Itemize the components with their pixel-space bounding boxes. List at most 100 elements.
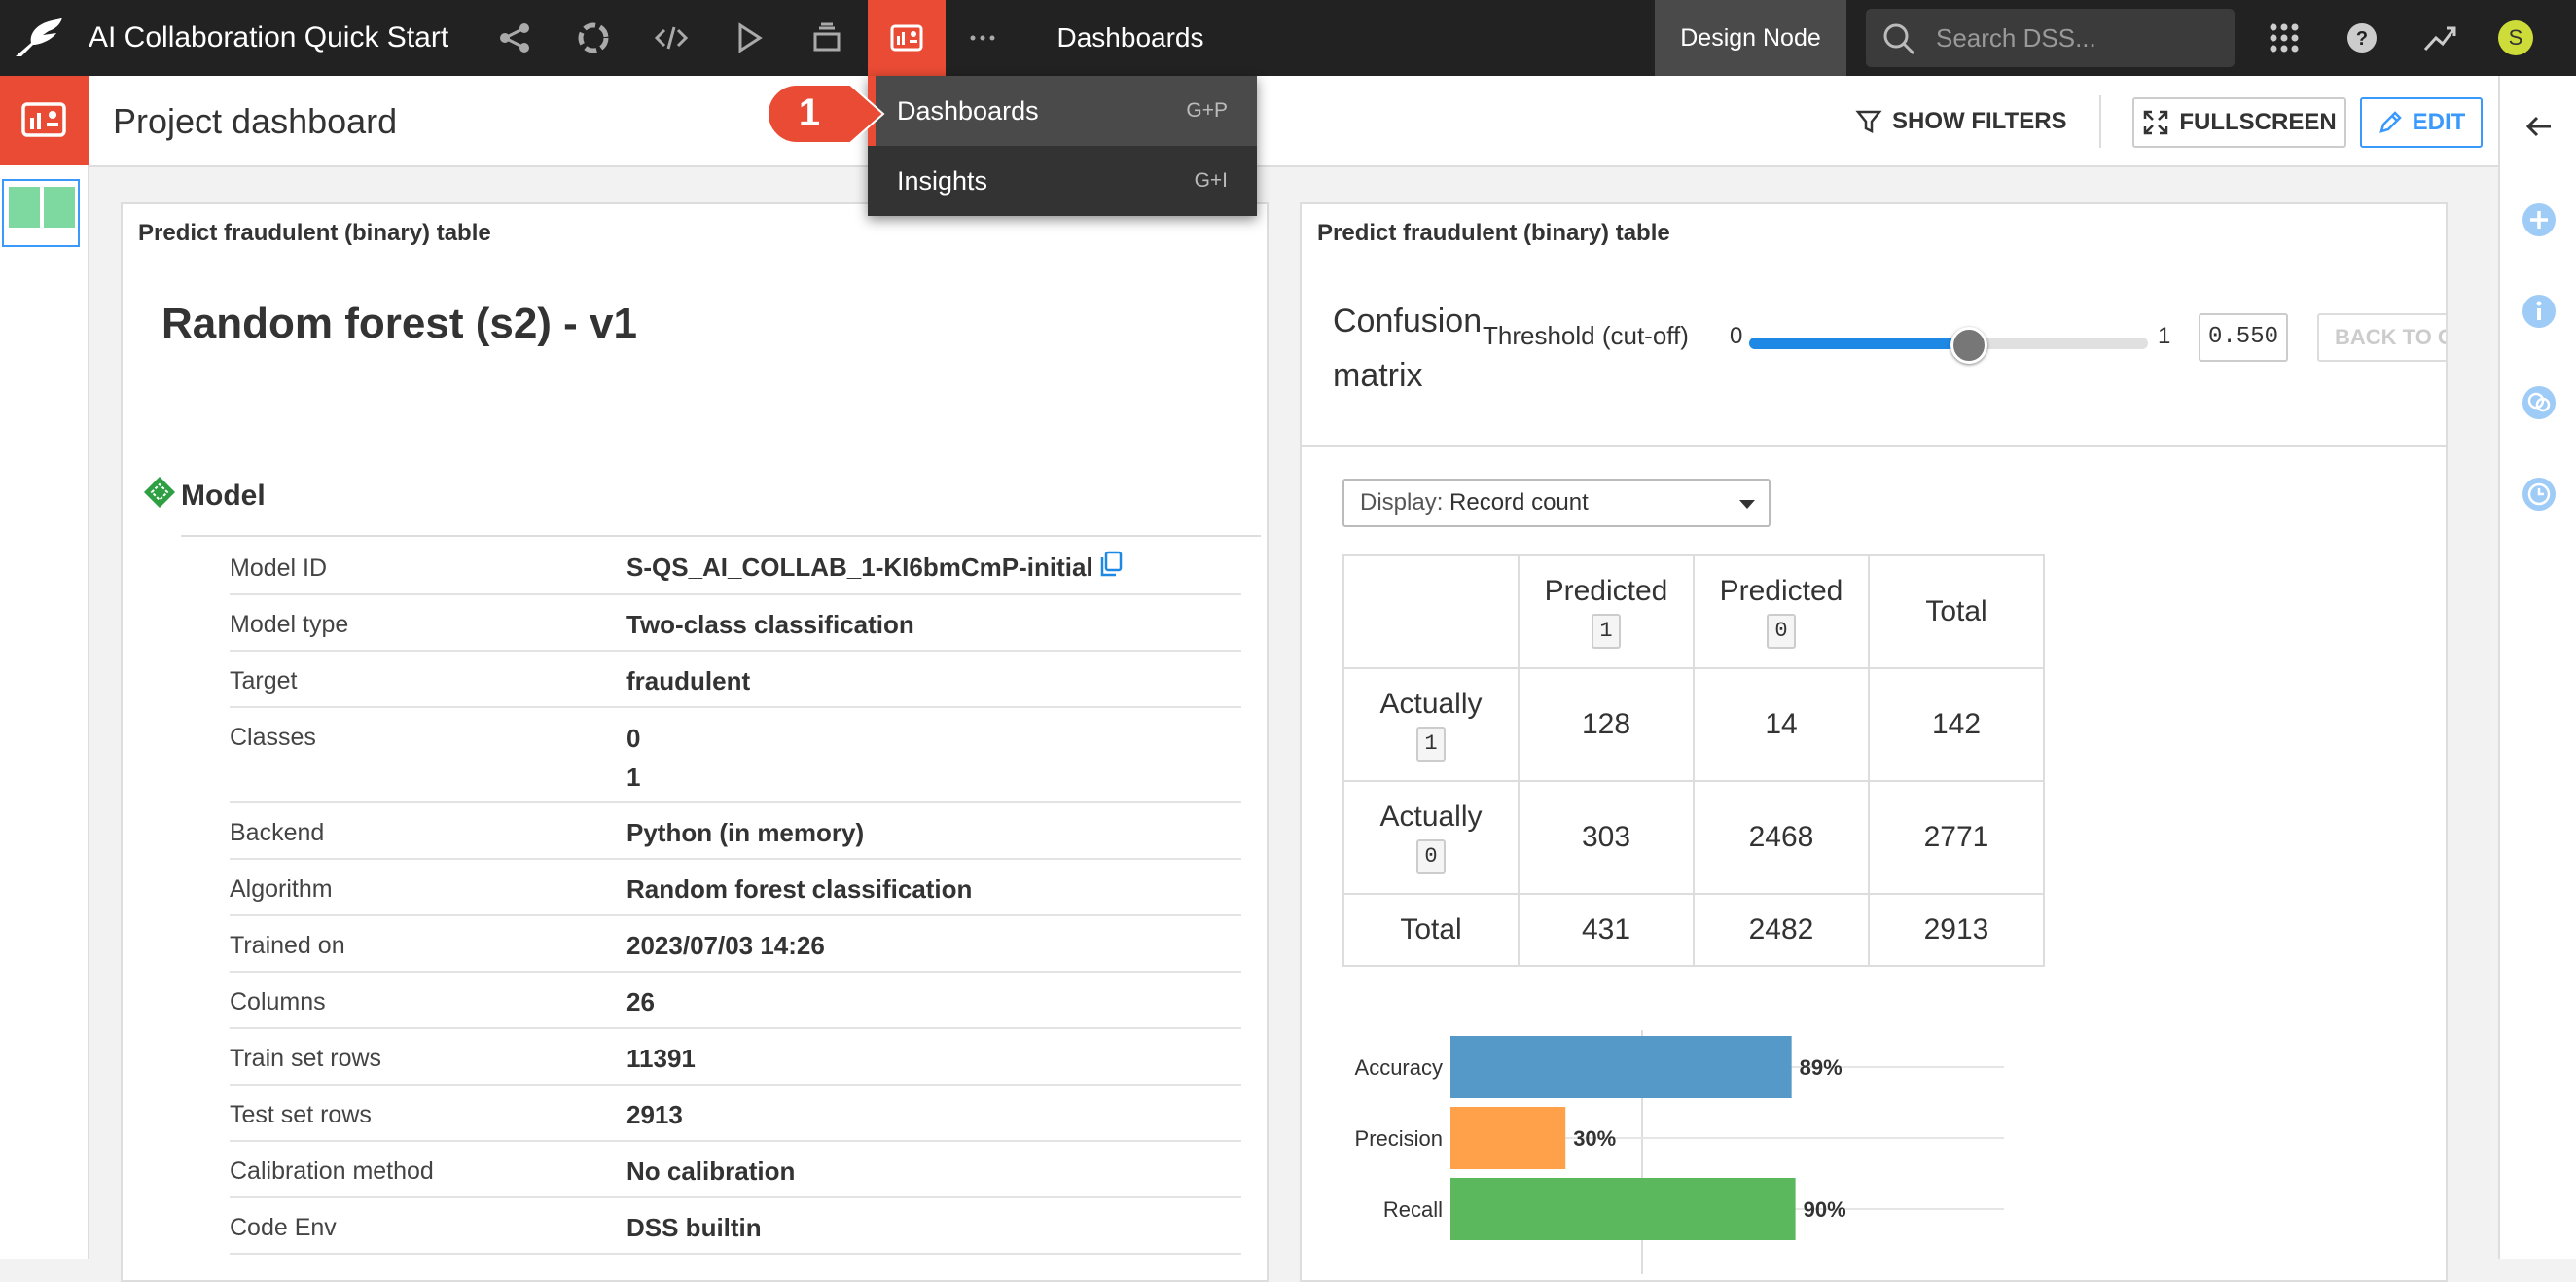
row-key: Backend <box>230 819 325 846</box>
display-select[interactable]: Display: Record count <box>1342 479 1771 527</box>
copy-icon[interactable] <box>1099 551 1123 578</box>
dashboards-rail-button[interactable] <box>0 76 89 165</box>
avatar[interactable]: S <box>2498 20 2533 55</box>
dataiku-bird-logo-icon[interactable] <box>10 14 66 62</box>
fullscreen-label: FULLSCREEN <box>2179 109 2337 135</box>
left-rail <box>0 76 89 1259</box>
model-summary-tile[interactable]: Predict fraudulent (binary) table Random… <box>121 202 1269 1282</box>
table-row: Algorithm Random forest classification <box>230 860 1241 916</box>
row-key: Target <box>230 667 298 694</box>
row-key: Code Env <box>230 1214 337 1241</box>
table-row: Trained on 2023/07/03 14:26 <box>230 916 1241 973</box>
deploy-icon[interactable] <box>807 18 846 57</box>
dashboard-menu-button[interactable] <box>868 0 946 76</box>
table-row: Target fraudulent <box>230 652 1241 708</box>
chevron-down-icon <box>1739 500 1755 509</box>
menu-item-insights[interactable]: Insights G+I <box>868 146 1257 216</box>
expand-icon <box>2144 110 2168 135</box>
matrix-cell-total: 431 <box>1518 893 1695 967</box>
back-arrow-icon[interactable] <box>2520 107 2558 146</box>
matrix-cell-total: 2771 <box>1868 780 2045 895</box>
threshold-slider-track[interactable] <box>1749 338 2148 349</box>
table-row: Model ID S-QS_AI_COLLAB_1-KI6bmCmP-initi… <box>230 537 1241 595</box>
pencil-icon <box>2379 111 2402 133</box>
matrix-corner-cell <box>1342 554 1520 669</box>
matrix-col-header: Predicted 0 <box>1693 554 1870 669</box>
threshold-input[interactable]: 0.550 <box>2199 313 2288 362</box>
metrics-bar-chart: Accuracy 89% Precision 30% Recall 90% <box>1355 1030 2004 1274</box>
more-icon[interactable] <box>963 18 1002 57</box>
matrix-col-header: Total <box>1868 554 2045 669</box>
section-divider <box>1302 445 2446 447</box>
matrix-cell-total: 142 <box>1868 667 2045 782</box>
search-icon <box>1883 23 1915 55</box>
matrix-col-header: Predicted 1 <box>1518 554 1695 669</box>
fullscreen-button[interactable]: FULLSCREEN <box>2132 97 2346 148</box>
display-label: Display: <box>1360 489 1444 516</box>
class-badge: 0 <box>1767 614 1796 649</box>
step-callout: 1 <box>767 84 885 144</box>
dashboard-header: Project dashboard SHOW FILTERS FULLSCREE… <box>89 76 2498 167</box>
lab-icon[interactable] <box>574 18 613 57</box>
edit-label: EDIT <box>2412 109 2466 135</box>
show-filters-button[interactable]: SHOW FILTERS <box>1855 97 2067 146</box>
code-icon[interactable] <box>652 18 691 57</box>
row-value: 26 <box>626 987 655 1016</box>
discussions-icon[interactable] <box>2520 383 2558 422</box>
row-value: 2023/07/03 14:26 <box>626 931 825 960</box>
matrix-row-header: Actually 0 <box>1342 780 1520 895</box>
trend-icon[interactable] <box>2420 18 2459 57</box>
threshold-slider-fill <box>1749 338 1969 349</box>
table-row: Train set rows 11391 <box>230 1029 1241 1086</box>
row-value: Two-class classification <box>626 610 914 639</box>
menu-item-dashboards[interactable]: Dashboards G+P <box>868 76 1257 146</box>
menu-item-shortcut: G+P <box>1186 99 1228 122</box>
matrix-row-header: Actually 1 <box>1342 667 1520 782</box>
row-key: Test set rows <box>230 1101 372 1128</box>
add-icon[interactable] <box>2520 200 2558 239</box>
row-key: Columns <box>230 988 326 1015</box>
row-value-2: 1 <box>626 763 641 792</box>
design-node-badge[interactable]: Design Node <box>1655 0 1846 76</box>
project-title[interactable]: AI Collaboration Quick Start <box>89 21 449 53</box>
filter-icon <box>1855 110 1882 134</box>
history-icon[interactable] <box>2520 475 2558 514</box>
callout-number: 1 <box>799 91 820 134</box>
class-badge: 1 <box>1416 727 1446 762</box>
row-key: Algorithm <box>230 875 333 903</box>
chart-category-label: Accuracy <box>1355 1055 1443 1080</box>
current-section-label[interactable]: Dashboards <box>1056 22 1204 53</box>
chart-category-label: Precision <box>1355 1126 1443 1151</box>
page-thumbnail[interactable] <box>2 179 80 247</box>
row-value: S-QS_AI_COLLAB_1-KI6bmCmP-initial <box>626 552 1093 582</box>
table-row: Test set rows 2913 <box>230 1086 1241 1142</box>
table-row: Code Env DSS builtin <box>230 1198 1241 1255</box>
run-icon[interactable] <box>730 18 769 57</box>
help-icon[interactable]: ? <box>2343 18 2381 57</box>
matrix-cell-total: 2482 <box>1693 893 1870 967</box>
dashboard-content: Predict fraudulent (binary) table Random… <box>89 169 2498 1282</box>
row-value: Python (in memory) <box>626 818 865 847</box>
menu-item-label: Dashboards <box>897 96 1039 125</box>
dashboards-dropdown-menu: Dashboards G+P Insights G+I <box>868 76 1257 216</box>
apps-grid-icon[interactable] <box>2265 18 2304 57</box>
row-key: Calibration method <box>230 1157 434 1185</box>
flow-icon[interactable] <box>495 18 534 57</box>
class-badge: 1 <box>1592 614 1621 649</box>
page-title: Project dashboard <box>113 101 398 141</box>
info-icon[interactable] <box>2520 292 2558 331</box>
threshold-slider-handle[interactable] <box>1950 327 1987 364</box>
back-to-optimal-button[interactable]: BACK TO OPTIMAL <box>2317 313 2446 362</box>
tile-title: Predict fraudulent (binary) table <box>1317 220 1670 246</box>
right-rail <box>2498 76 2576 1259</box>
row-value: fraudulent <box>626 666 751 695</box>
row-key: Trained on <box>230 932 345 959</box>
edit-button[interactable]: EDIT <box>2360 97 2483 148</box>
search-input[interactable]: Search DSS... <box>1866 9 2235 67</box>
table-row: Model type Two-class classification <box>230 595 1241 652</box>
row-key: Model type <box>230 611 349 638</box>
matrix-cell-true-positive: 128 <box>1518 667 1695 782</box>
dashboard-icon <box>21 102 66 137</box>
confusion-matrix-tile[interactable]: Predict fraudulent (binary) table Confus… <box>1300 202 2448 1282</box>
table-row: Calibration method No calibration <box>230 1142 1241 1198</box>
